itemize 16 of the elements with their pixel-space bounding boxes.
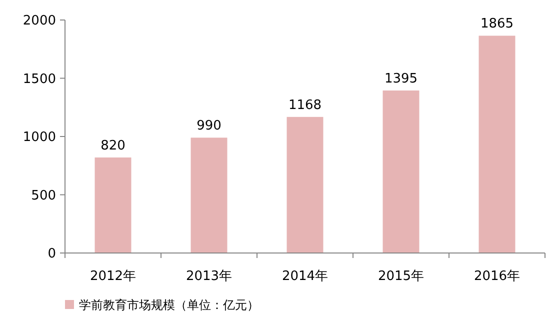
data-label: 1865 — [480, 16, 514, 32]
legend-label: 学前教育市场规模（单位：亿元） — [79, 298, 259, 312]
y-tick-label: 2000 — [22, 14, 56, 28]
y-tick-label: 1500 — [22, 72, 56, 87]
x-tick-label: 2013年 — [186, 269, 232, 284]
x-tick-label: 2016年 — [474, 269, 520, 284]
y-tick-label: 500 — [31, 188, 56, 204]
data-label: 820 — [100, 138, 126, 154]
y-tick-label: 0 — [48, 246, 56, 262]
x-tick-label: 2014年 — [282, 269, 328, 284]
data-label: 1395 — [384, 71, 418, 86]
x-tick-label: 2015年 — [378, 269, 424, 284]
x-tick-label: 2012年 — [90, 269, 136, 284]
data-label: 990 — [196, 118, 222, 134]
data-label: 1168 — [288, 98, 322, 113]
y-tick-label: 1000 — [22, 130, 56, 145]
